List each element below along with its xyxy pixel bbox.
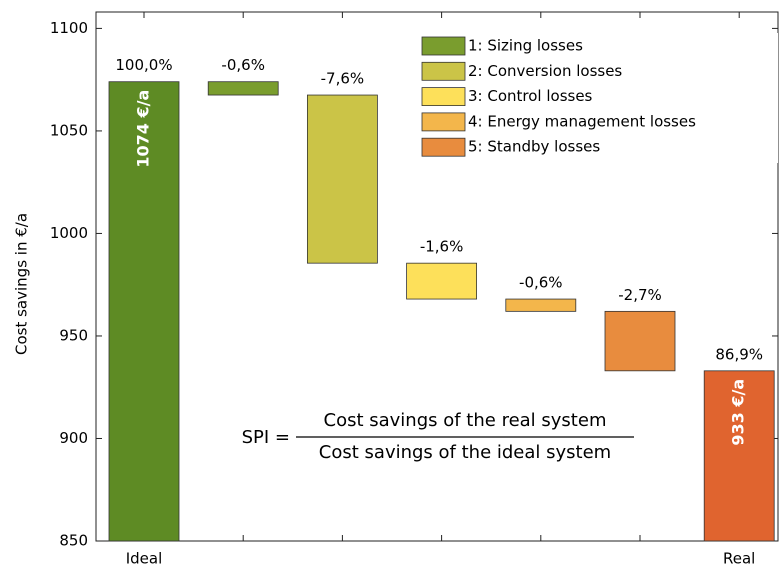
y-tick-label: 1100: [50, 19, 88, 37]
legend-swatch: [421, 61, 466, 81]
y-tick-label: 950: [59, 326, 88, 344]
plot-frame: [95, 11, 779, 542]
bar: [207, 81, 279, 96]
percent-label: -1,6%: [420, 238, 464, 256]
legend-box: [420, 33, 778, 163]
bar: [108, 81, 180, 542]
bar: [406, 262, 478, 300]
y-axis-label: Cost savings in €/a: [13, 213, 31, 355]
formula-denominator: Cost savings of the ideal system: [319, 442, 611, 463]
bar: [703, 370, 775, 542]
legend-label: 4: Energy management losses: [468, 112, 696, 130]
percent-label: -0,6%: [519, 274, 563, 292]
legend-swatch: [421, 87, 466, 106]
legend-label: 2: Conversion losses: [468, 62, 622, 80]
bar: [604, 310, 676, 372]
percent-label: -7,6%: [321, 70, 365, 88]
formula-lhs: SPI =: [242, 427, 290, 448]
bar: [505, 298, 577, 312]
legend-label: 3: Control losses: [468, 87, 593, 105]
y-tick-label: 900: [59, 429, 88, 447]
percent-label: 86,9%: [715, 345, 763, 363]
percent-label: -0,6%: [221, 56, 265, 74]
bar: [306, 94, 378, 264]
legend-swatch: [421, 137, 466, 157]
y-tick-label: 850: [59, 532, 88, 550]
y-tick-label: 1050: [50, 121, 88, 139]
legend-label: 5: Standby losses: [468, 138, 600, 156]
value-label: 933 €/a: [729, 379, 748, 446]
formula-numerator: Cost savings of the real system: [324, 410, 607, 431]
percent-label: 100,0%: [115, 56, 172, 74]
x-tick-label: Ideal: [126, 550, 163, 568]
legend-swatch: [421, 112, 466, 132]
legend-swatch: [421, 36, 466, 56]
percent-label: -2,7%: [618, 286, 662, 304]
legend-label: 1: Sizing losses: [468, 37, 583, 55]
value-label: 1074 €/a: [134, 90, 153, 168]
y-tick-label: 1000: [50, 224, 88, 242]
x-tick-label: Real: [723, 550, 755, 568]
